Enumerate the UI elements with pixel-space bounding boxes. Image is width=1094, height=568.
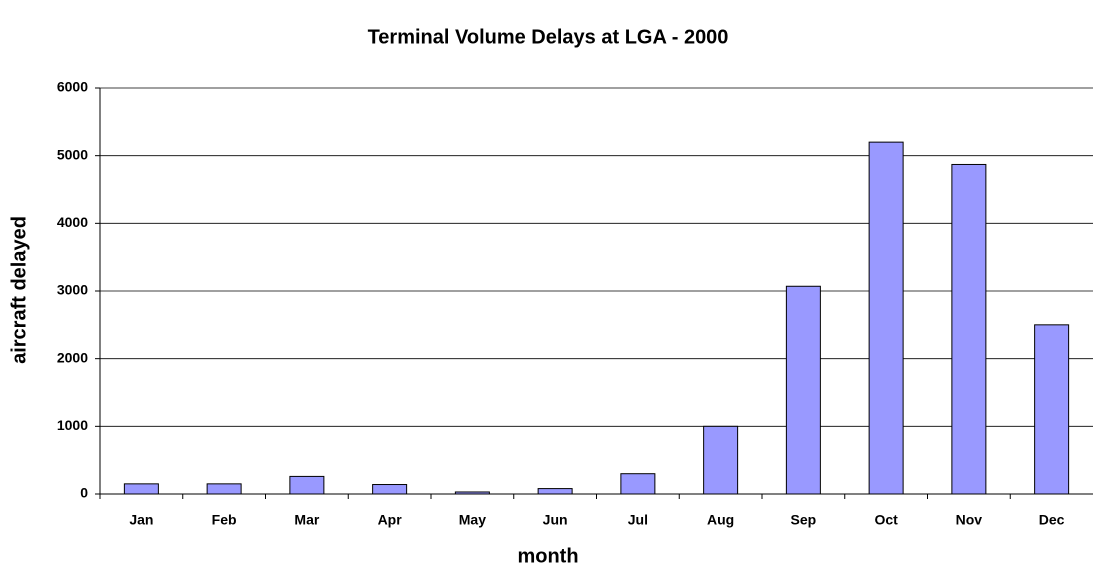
- bar: [951, 163, 987, 495]
- bar: [289, 475, 325, 495]
- x-tick-label: Apr: [378, 512, 403, 528]
- x-tick-label: Dec: [1039, 512, 1065, 528]
- x-tick-label: Jan: [129, 512, 153, 528]
- bar: [206, 483, 242, 495]
- x-tick-label: Nov: [956, 512, 983, 528]
- x-tick-label: Oct: [874, 512, 898, 528]
- x-tick-label: May: [459, 512, 486, 528]
- bar: [372, 484, 408, 495]
- x-tick-label: Mar: [294, 512, 319, 528]
- y-axis-label: aircraft delayed: [8, 216, 30, 364]
- bar: [868, 141, 904, 495]
- x-tick-label: Feb: [212, 512, 237, 528]
- bar: [1034, 324, 1070, 495]
- x-tick-label: Sep: [791, 512, 817, 528]
- y-tick-label: 6000: [57, 79, 88, 95]
- bar: [620, 473, 656, 495]
- bar: [537, 488, 573, 495]
- x-axis-label: month: [517, 545, 578, 567]
- y-tick-label: 4000: [57, 214, 88, 230]
- x-tick-label: Jul: [628, 512, 648, 528]
- x-tick-label: Aug: [707, 512, 734, 528]
- bar: [123, 483, 159, 495]
- x-tick-label: Jun: [543, 512, 568, 528]
- y-tick-label: 3000: [57, 282, 88, 298]
- bar: [785, 285, 821, 495]
- bar: [703, 425, 739, 495]
- y-tick-label: 0: [80, 485, 88, 501]
- chart-title: Terminal Volume Delays at LGA - 2000: [368, 26, 729, 48]
- y-tick-label: 2000: [57, 349, 88, 365]
- y-tick-label: 5000: [57, 146, 88, 162]
- y-tick-label: 1000: [57, 417, 88, 433]
